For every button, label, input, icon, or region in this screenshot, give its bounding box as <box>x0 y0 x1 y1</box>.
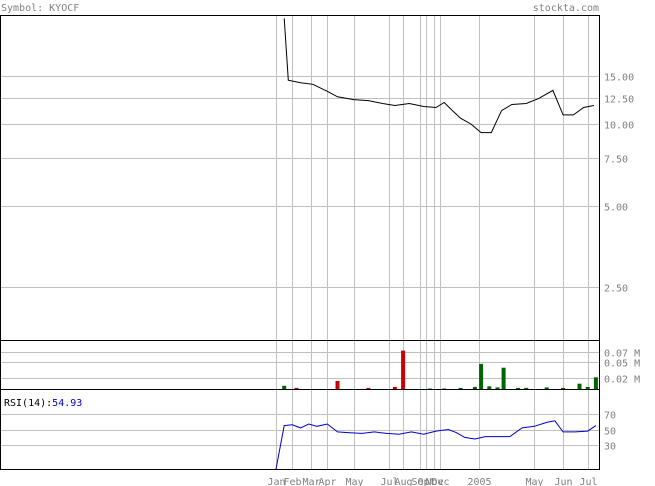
volume-bar <box>479 363 484 389</box>
x-tick-label: Dec <box>431 477 449 486</box>
volume-bar <box>401 350 406 389</box>
x-tick-label: Jan <box>267 477 285 486</box>
x-tick-label: Aug <box>394 477 412 486</box>
x-tick-label: Mar <box>302 477 320 486</box>
x-tick-label: Nov <box>425 477 443 486</box>
site-label: stockta.com <box>533 3 599 14</box>
volume-bar <box>294 387 299 389</box>
volume-bar <box>335 381 340 389</box>
rsi-tick-label: 30 <box>604 442 616 453</box>
volume-gridlines <box>1 341 599 389</box>
price-gridlines <box>1 16 599 340</box>
rsi-label-text: RSI(14): <box>4 398 52 409</box>
volume-tick-label: 0.07 M <box>604 349 640 360</box>
volume-bar <box>561 387 566 389</box>
volume-bar <box>577 383 582 389</box>
volume-bar <box>585 386 590 389</box>
volume-bar <box>472 386 477 389</box>
price-tick-label: 7.50 <box>604 155 628 166</box>
volume-tick-label: 0.02 M <box>604 375 640 386</box>
volume-bar <box>524 387 529 389</box>
volume-bar <box>495 387 500 389</box>
rsi-panel: 70 50 30 RSI(14):54.93 <box>0 389 616 470</box>
rsi-tick-label: 50 <box>604 427 616 438</box>
volume-bar <box>516 387 520 389</box>
volume-bar <box>366 387 371 389</box>
price-panel-frame <box>0 15 600 341</box>
price-panel: 15.00 12.50 10.00 7.50 5.00 2.50 <box>0 15 634 341</box>
x-tick-label: Apr <box>318 477 336 486</box>
volume-bars <box>282 350 598 390</box>
volume-bar <box>593 377 598 389</box>
rsi-label: RSI(14):54.93 <box>4 398 82 409</box>
rsi-panel-frame <box>0 389 600 470</box>
price-tick-label: 2.50 <box>604 284 628 295</box>
rsi-series-line <box>275 420 597 470</box>
x-tick-label: May <box>345 477 363 486</box>
volume-bar <box>392 386 397 389</box>
volume-axis-ticks: 0.07 M0.05 M 0.02 M <box>604 349 640 386</box>
price-tick-label: 12.50 <box>604 95 634 106</box>
x-tick-label: Oct <box>417 477 435 486</box>
volume-bar <box>282 385 287 389</box>
price-tick-label: 5.00 <box>604 203 628 214</box>
x-tick-label: Jul <box>579 477 597 486</box>
x-tick-label: Jul <box>380 477 398 486</box>
volume-panel: 0.07 M0.05 M 0.02 M <box>0 340 640 390</box>
rsi-axis-ticks: 70 50 30 <box>604 411 616 453</box>
price-axis-ticks: 15.00 12.50 10.00 7.50 5.00 2.50 <box>604 73 634 295</box>
volume-bar <box>487 386 492 389</box>
volume-bar <box>458 387 463 389</box>
volume-tick-label: 0.05 M <box>604 359 640 370</box>
volume-bar <box>544 387 549 389</box>
price-tick-label: 15.00 <box>604 73 634 84</box>
x-tick-label: Jun <box>554 477 572 486</box>
volume-bar <box>501 367 506 389</box>
rsi-tick-label: 70 <box>604 411 616 422</box>
x-tick-label: Sep <box>411 477 429 486</box>
price-series-line <box>283 18 594 134</box>
x-tick-label: May <box>525 477 543 486</box>
price-tick-label: 10.00 <box>604 121 634 132</box>
symbol-label: Symbol: KYOCF <box>1 3 79 14</box>
x-tick-label: 2005 <box>467 477 491 486</box>
x-tick-label: Feb <box>283 477 301 486</box>
rsi-gridlines <box>1 390 599 469</box>
rsi-value: 54.93 <box>52 398 82 409</box>
volume-panel-frame <box>0 340 600 390</box>
